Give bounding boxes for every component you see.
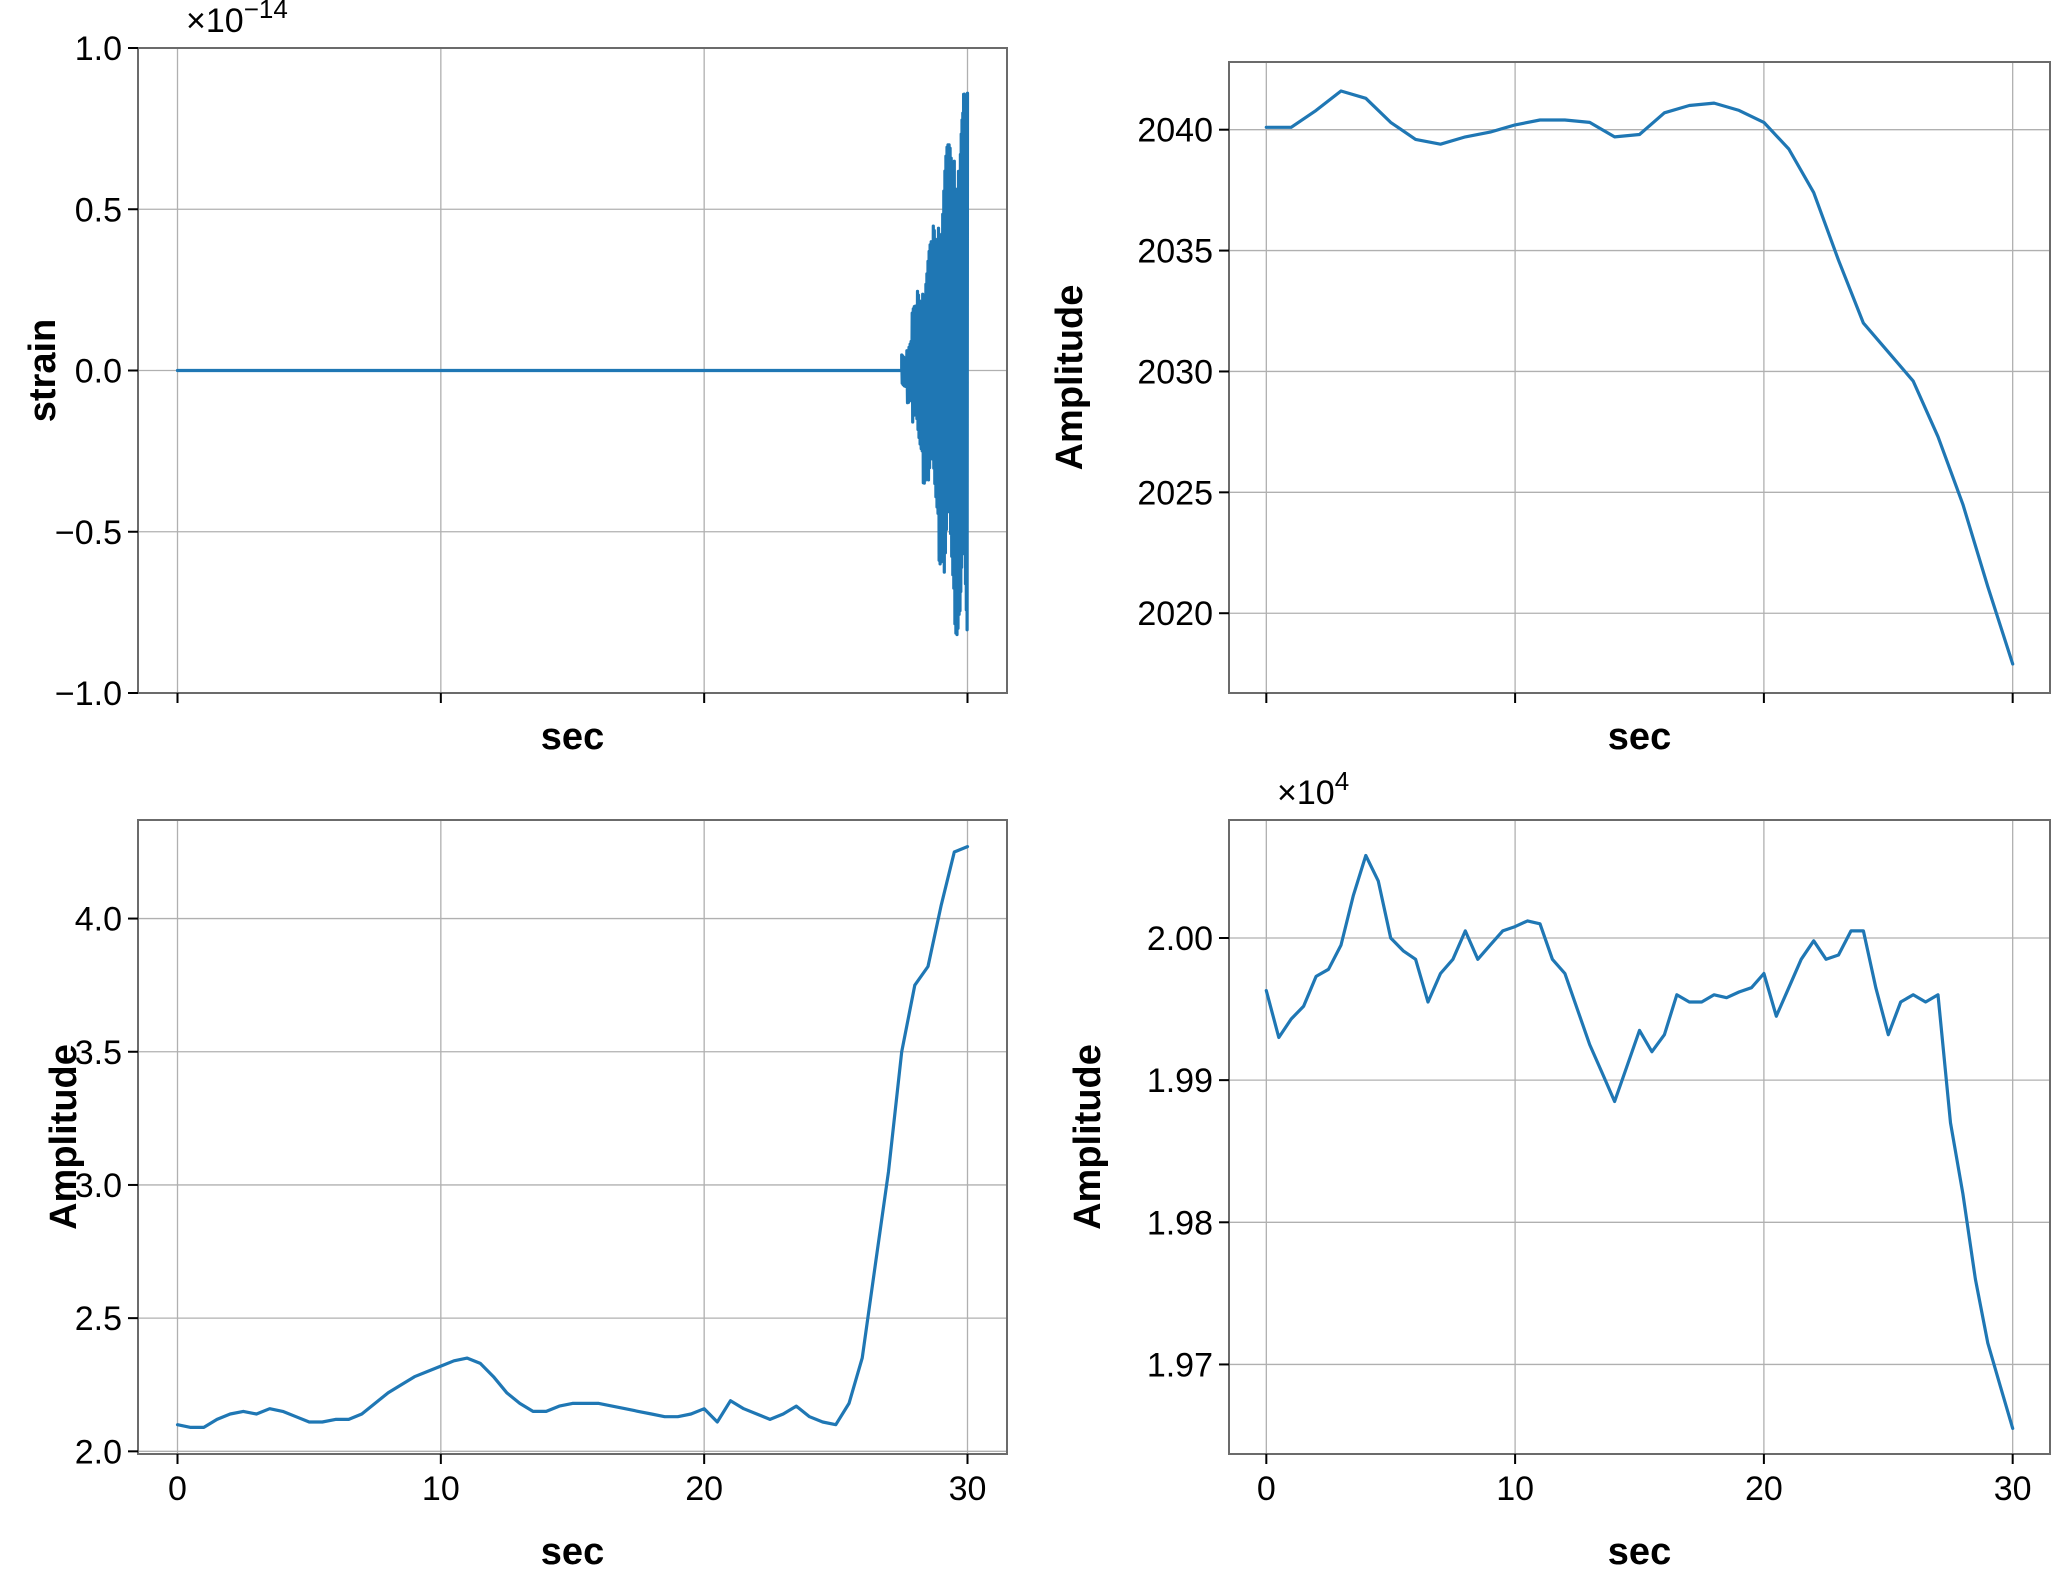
y-tick-label: 1.97 [1147,1346,1213,1384]
y-tick-label: 3.0 [75,1167,122,1205]
y-tick-label: 2025 [1137,474,1213,512]
y-axis-label: Amplitude [1049,285,1091,471]
panel-2: 2020 2025 2030 2035 2040 sec Amplitude [1049,61,2051,758]
series-line [1264,853,2015,1430]
axis-offset-exponent: −14 [244,0,288,24]
y-tick-label: 2.00 [1147,920,1213,958]
y-tick-label: 1.98 [1147,1204,1213,1242]
y-tick-label: 0.0 [75,353,122,391]
y-axis-label: strain [22,319,64,422]
axes-frame [1228,819,2051,1455]
x-tick-label: 10 [422,1470,460,1508]
x-axis-label: sec [541,1531,604,1573]
y-tick-label: 3.5 [75,1034,122,1072]
y-tick-label: 2030 [1137,353,1213,391]
y-tick-label: −0.5 [55,514,122,552]
y-tick-label: 1.99 [1147,1062,1213,1100]
x-tick-label: 30 [949,1470,987,1508]
x-tick-label: 0 [168,1470,187,1508]
axes-frame [137,819,1008,1455]
axis-offset-label: ×104 [1277,766,1349,812]
series-line [175,91,970,637]
y-tick-label: 0.5 [75,191,122,229]
panel-3: 0 10 20 30 2.0 2.5 3.0 3.5 4.0 sec Amplitude [43,819,1008,1573]
y-tick-label: 2.5 [75,1300,122,1338]
y-tick-label: 4.0 [75,901,122,939]
x-tick-label: 0 [1257,1470,1276,1508]
y-tick-label: 1.0 [75,30,122,68]
y-tick-label: 2.0 [75,1433,122,1471]
y-tick-label: 2020 [1137,595,1213,633]
x-axis-label: sec [1608,716,1671,758]
y-axis-label: Amplitude [43,1044,85,1230]
y-tick-label: 2040 [1137,112,1213,150]
x-tick-label: 20 [685,1470,723,1508]
x-axis-label: sec [1608,1531,1671,1573]
series-line [1264,89,2015,666]
panel-1: −1.0 −0.5 0.0 0.5 1.0 sec strain ×10−14 [22,0,1008,758]
x-tick-label: 20 [1745,1470,1783,1508]
y-tick-label: −1.0 [55,675,122,713]
y-tick-label: 2035 [1137,233,1213,271]
axis-offset-label: ×10−14 [186,0,288,40]
x-tick-label: 10 [1496,1470,1534,1508]
axes-frame [1228,61,2051,694]
axis-offset-exponent: 4 [1335,766,1349,796]
series-line [175,845,970,1429]
y-axis-label: Amplitude [1067,1044,1109,1230]
panel-4: 0 10 20 30 1.97 1.98 1.99 2.00 sec Amplitude ×104 [1067,766,2051,1573]
x-axis-label: sec [541,716,604,758]
x-tick-label: 30 [1994,1470,2032,1508]
